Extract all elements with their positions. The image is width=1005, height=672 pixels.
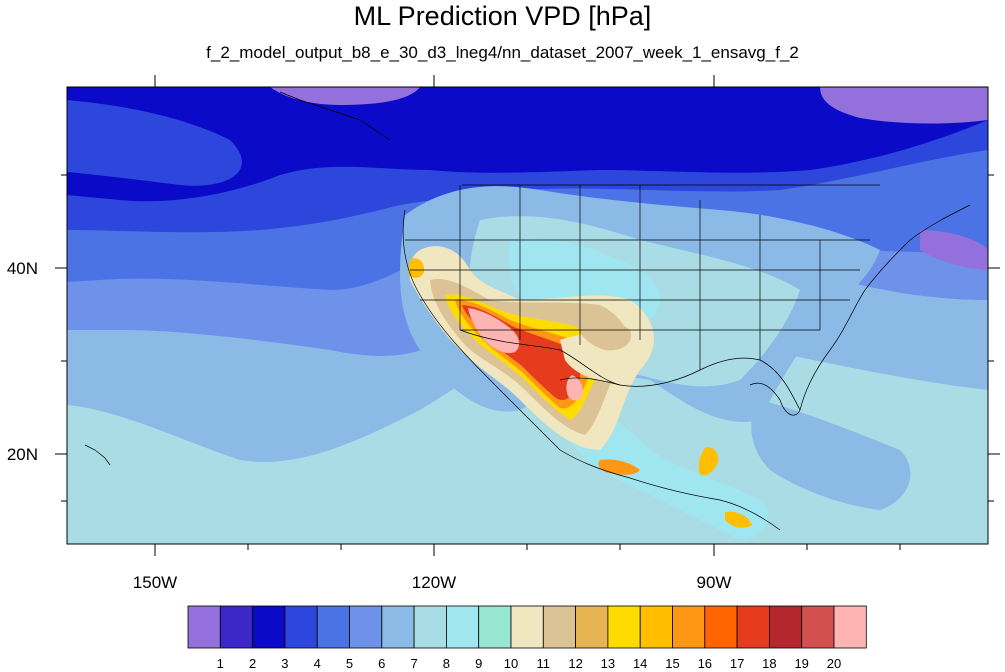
colorbar-label: 18 [762, 656, 776, 671]
coastlines [84, 91, 971, 531]
colorbar-swatch [316, 605, 350, 649]
field-warm-yucatan [598, 459, 640, 475]
colorbar-label: 6 [378, 656, 385, 671]
colorbar-label: 5 [346, 656, 353, 671]
border-mexico [459, 329, 621, 386]
colorbar-swatch [349, 605, 383, 649]
colorbar-swatch [736, 605, 770, 649]
colorbar-label: 10 [504, 656, 518, 671]
field-warm-cuba [698, 447, 719, 476]
colorbar-swatch [381, 605, 415, 649]
coast-alaska [279, 91, 391, 141]
colorbar-swatch [575, 605, 609, 649]
colorbar-label: 8 [443, 656, 450, 671]
colorbar-label: 9 [475, 656, 482, 671]
colorbar-label: 15 [665, 656, 679, 671]
colorbar-label: 12 [568, 656, 582, 671]
vpd-field [67, 87, 988, 544]
x-tick-label: 150W [133, 573, 177, 592]
colorbar-swatch [607, 605, 641, 649]
map-title: ML Prediction VPD [hPa] [353, 1, 652, 31]
y-tick-label: 20N [7, 445, 38, 464]
field-warm-carib [725, 511, 752, 528]
colorbar-swatch [769, 605, 803, 649]
colorbar-label: 14 [633, 656, 647, 671]
map-subtitle: f_2_model_output_b8_e_30_d3_lneg4/nn_dat… [206, 43, 799, 62]
colorbar-swatch [510, 605, 544, 649]
colorbar-swatch [252, 605, 286, 649]
colorbar-label: 2 [249, 656, 256, 671]
field-peak-20b [566, 375, 583, 401]
field-purple-east [920, 230, 988, 270]
colorbar-label: 4 [314, 656, 321, 671]
state-lines-h [405, 239, 870, 331]
colorbar-label: 11 [537, 656, 551, 671]
colorbar-swatch [801, 605, 835, 649]
x-tick-label: 120W [412, 573, 456, 592]
colorbar-label: 19 [794, 656, 808, 671]
field-warm-ca [408, 258, 425, 278]
colorbar-swatch [639, 605, 673, 649]
state-lines-v [459, 185, 821, 370]
colorbar: 1 2 3 4 5 6 7 8 9 10 11 12 13 14 15 16 17 18 19 20 [187, 605, 867, 671]
field-purple-alaska [270, 87, 420, 105]
colorbar-swatch [833, 605, 867, 649]
axis-ticks [55, 75, 1000, 556]
x-tick-label: 90W [697, 573, 732, 592]
colorbar-swatch [413, 605, 447, 649]
colorbar-label: 3 [281, 656, 288, 671]
colorbar-label: 13 [601, 656, 615, 671]
colorbar-swatch [542, 605, 576, 649]
field-warm-tx2 [575, 317, 631, 351]
colorbar-swatch [478, 605, 512, 649]
field-blob-pacific [67, 100, 242, 186]
colorbar-label: 16 [698, 656, 712, 671]
field-carib-blue [751, 400, 911, 510]
colorbar-label: 17 [730, 656, 744, 671]
colorbar-label: 7 [410, 656, 417, 671]
colorbar-label: 1 [217, 656, 224, 671]
colorbar-swatch [187, 605, 221, 649]
colorbar-swatch [284, 605, 318, 649]
field-band-3 [67, 87, 988, 202]
colorbar-swatch [704, 605, 738, 649]
colorbar-swatch [445, 605, 480, 649]
colorbar-swatch [672, 605, 706, 649]
hawaii [84, 444, 111, 466]
coast-pacific-mexico [402, 209, 781, 531]
colorbar-label: 20 [827, 656, 841, 671]
coast-atlantic [799, 204, 971, 411]
y-tick-label: 40N [7, 259, 38, 278]
colorbar-swatch [219, 605, 254, 649]
field-purple-canada [820, 87, 988, 124]
